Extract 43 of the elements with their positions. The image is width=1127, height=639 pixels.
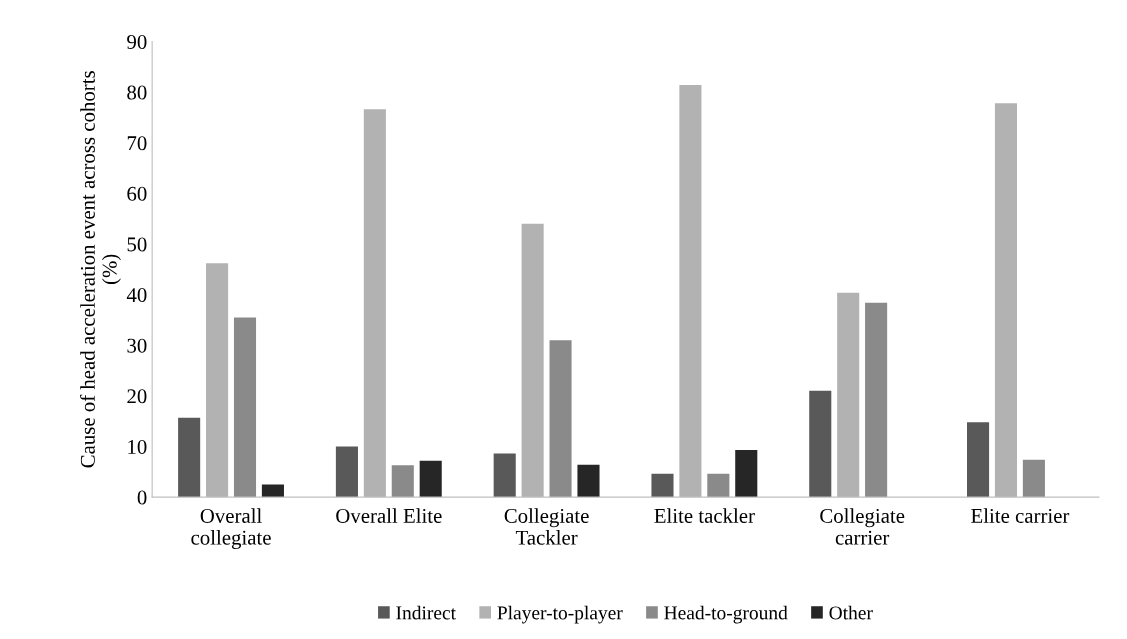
bar xyxy=(651,473,674,498)
bar xyxy=(865,302,888,498)
y-tick-label: 50 xyxy=(127,237,147,252)
bar xyxy=(178,417,201,498)
bar xyxy=(994,103,1018,498)
y-tick-label: 30 xyxy=(127,338,147,353)
bar xyxy=(391,465,414,498)
y-tick-label: 90 xyxy=(127,34,147,49)
bar xyxy=(735,450,758,498)
bar xyxy=(419,460,442,498)
bar xyxy=(549,340,572,498)
bar xyxy=(363,109,386,498)
bar xyxy=(809,390,832,498)
x-tick-label: Overall Elite xyxy=(336,508,442,523)
y-tick-label: 0 xyxy=(137,490,147,505)
bar xyxy=(521,223,544,498)
x-tick-label: Overall collegiate xyxy=(191,508,271,549)
legend-label: Player-to-player xyxy=(497,605,623,624)
x-tick-label: Elite tackler xyxy=(654,508,755,523)
bar xyxy=(577,464,600,498)
legend-label: Head-to-ground xyxy=(664,605,788,624)
bar xyxy=(335,446,358,498)
bar xyxy=(837,292,860,498)
bar xyxy=(679,85,702,498)
y-tick-label: 60 xyxy=(127,186,147,201)
bar xyxy=(233,317,257,498)
y-tick-label: 10 xyxy=(128,439,147,454)
bar xyxy=(1022,459,1045,498)
y-tick-label: 20 xyxy=(127,389,147,404)
y-tick-label: 70 xyxy=(127,136,147,151)
bar xyxy=(493,453,516,498)
y-tick-label: 80 xyxy=(127,85,147,100)
x-tick-label: Elite carrier xyxy=(971,508,1070,523)
bar xyxy=(707,473,730,498)
y-tick-label: 40 xyxy=(126,288,147,303)
legend-label: Other xyxy=(829,605,873,620)
x-tick-label: Collegiate Tackler xyxy=(504,508,589,545)
legend-label: Indirect xyxy=(396,605,456,620)
bar xyxy=(261,484,284,498)
bar xyxy=(206,263,229,498)
y-axis-title: Cause of head acceleration event across cohorts (%) xyxy=(80,71,121,468)
x-tick-label: Collegiate carrier xyxy=(820,508,905,545)
bar xyxy=(967,422,990,498)
